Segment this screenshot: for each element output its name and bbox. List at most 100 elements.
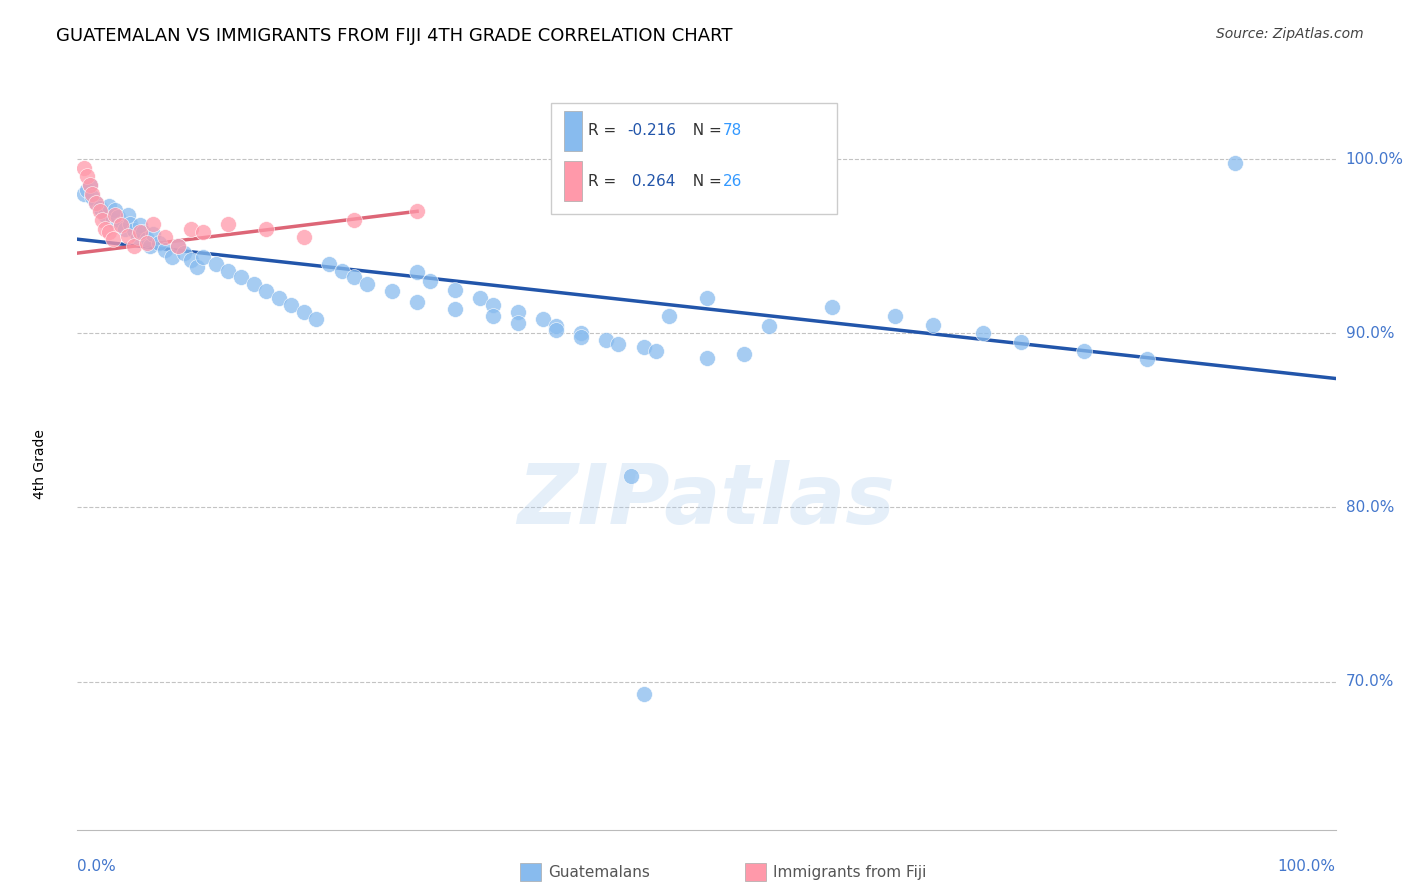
Point <box>356 277 378 292</box>
Point <box>155 243 177 257</box>
Point <box>110 217 132 231</box>
Point <box>114 221 136 235</box>
Point <box>343 213 366 227</box>
Point <box>229 270 252 285</box>
Point <box>117 228 139 243</box>
Point <box>117 208 139 222</box>
Point <box>481 309 503 323</box>
Point <box>148 235 170 250</box>
Point <box>620 469 643 483</box>
Point <box>696 351 718 365</box>
Point <box>972 326 994 341</box>
Point <box>107 210 129 224</box>
Point <box>318 256 340 270</box>
Point <box>82 190 104 204</box>
Point <box>381 285 404 299</box>
Text: 4th Grade: 4th Grade <box>32 429 46 499</box>
Point <box>1136 352 1159 367</box>
Text: 26: 26 <box>723 174 742 189</box>
Point <box>217 217 239 231</box>
Point <box>292 305 315 319</box>
Point <box>79 178 101 193</box>
Point <box>292 230 315 244</box>
Point <box>506 305 529 319</box>
Point <box>180 253 202 268</box>
Text: 0.264: 0.264 <box>627 174 676 189</box>
Point <box>135 235 157 250</box>
Point <box>531 312 554 326</box>
Text: GUATEMALAN VS IMMIGRANTS FROM FIJI 4TH GRADE CORRELATION CHART: GUATEMALAN VS IMMIGRANTS FROM FIJI 4TH G… <box>56 27 733 45</box>
Point <box>191 250 215 264</box>
Point <box>733 347 755 361</box>
Point <box>129 219 152 233</box>
Point <box>821 300 844 314</box>
Point <box>267 292 290 306</box>
Point <box>89 204 111 219</box>
Point <box>101 232 124 246</box>
Point <box>110 219 132 233</box>
Text: R =: R = <box>588 174 621 189</box>
Point <box>142 227 165 241</box>
Text: 80.0%: 80.0% <box>1346 500 1395 515</box>
Point <box>160 250 183 264</box>
Point <box>1073 343 1095 358</box>
Point <box>330 263 353 277</box>
Point <box>76 169 98 184</box>
Text: Guatemalans: Guatemalans <box>548 865 650 880</box>
Point <box>97 199 120 213</box>
Point <box>645 343 668 358</box>
Point <box>155 230 177 244</box>
Point <box>406 204 429 219</box>
Point <box>120 217 142 231</box>
Point <box>76 183 98 197</box>
Point <box>481 298 503 312</box>
Point <box>922 318 945 332</box>
Point <box>82 186 104 201</box>
Point <box>191 225 215 239</box>
Point <box>180 221 202 235</box>
Point <box>204 256 226 270</box>
Point <box>72 186 94 201</box>
Point <box>89 201 111 215</box>
Point <box>569 326 592 341</box>
Point <box>406 294 429 309</box>
Point <box>72 161 94 175</box>
Point <box>97 225 120 239</box>
Point <box>544 319 567 334</box>
Point <box>186 260 208 274</box>
Point <box>142 217 165 231</box>
Point <box>91 213 114 227</box>
Point <box>84 195 107 210</box>
Text: -0.216: -0.216 <box>627 123 676 138</box>
Text: N =: N = <box>683 123 727 138</box>
Text: R =: R = <box>588 123 621 138</box>
Point <box>280 298 302 312</box>
Point <box>444 283 467 297</box>
Point <box>1010 334 1032 349</box>
Point <box>139 239 162 253</box>
Text: N =: N = <box>683 174 727 189</box>
Point <box>607 336 630 351</box>
Point <box>595 333 617 347</box>
Point <box>173 246 195 260</box>
Point <box>217 263 239 277</box>
Point <box>129 225 152 239</box>
Point <box>506 316 529 330</box>
Point <box>94 208 117 222</box>
Point <box>1223 155 1246 169</box>
Point <box>254 285 277 299</box>
Text: 100.0%: 100.0% <box>1346 152 1403 167</box>
Point <box>696 292 718 306</box>
Point <box>343 270 366 285</box>
Point <box>122 239 145 253</box>
Text: 100.0%: 100.0% <box>1278 859 1336 874</box>
Point <box>633 687 655 701</box>
Text: 90.0%: 90.0% <box>1346 326 1395 341</box>
Point <box>84 195 107 210</box>
Text: Source: ZipAtlas.com: Source: ZipAtlas.com <box>1216 27 1364 41</box>
Point <box>305 312 328 326</box>
Point <box>884 309 907 323</box>
Point <box>419 274 441 288</box>
Point <box>104 208 127 222</box>
Text: 70.0%: 70.0% <box>1346 674 1395 689</box>
